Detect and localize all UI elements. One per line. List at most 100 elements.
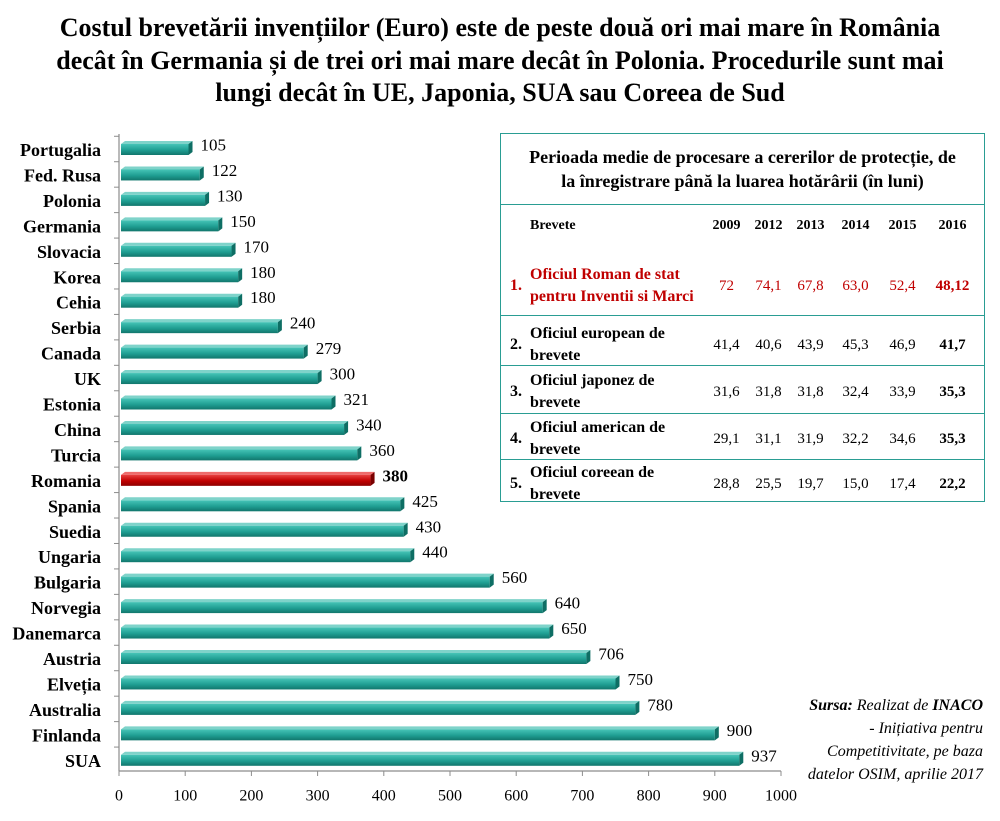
bar-end-face bbox=[370, 471, 375, 486]
value-label: 180 bbox=[250, 263, 276, 282]
bar-end-face bbox=[635, 700, 640, 715]
bar-top-face bbox=[121, 141, 193, 144]
category-label: SUA bbox=[65, 751, 101, 771]
category-label: UK bbox=[74, 369, 101, 389]
table-cell-value: 32,4 bbox=[842, 383, 869, 400]
bar-top-face bbox=[121, 395, 336, 399]
bar-end-face bbox=[231, 242, 236, 257]
bar-top-face bbox=[121, 700, 640, 704]
value-label: 170 bbox=[244, 237, 269, 256]
category-label: Fed. Rusa bbox=[24, 165, 101, 185]
table-header-year: 2014 bbox=[841, 218, 870, 233]
bar-top-face bbox=[121, 573, 494, 577]
value-label: 780 bbox=[647, 695, 673, 714]
x-tick-label: 300 bbox=[306, 788, 330, 805]
bar-end-face bbox=[277, 319, 282, 334]
bar-top-face bbox=[121, 370, 322, 374]
table-title-line: la înregistrare până la luarea hotărârii… bbox=[561, 171, 924, 191]
bar-end-face bbox=[199, 166, 204, 181]
table-header-year: 2012 bbox=[754, 218, 783, 233]
bar bbox=[121, 322, 278, 334]
table-cell-value: 63,0 bbox=[842, 277, 869, 294]
table-cell-value: 67,8 bbox=[797, 277, 824, 294]
table-row-number: 3. bbox=[510, 382, 522, 400]
bar-end-face bbox=[357, 446, 362, 461]
table-row-number: 1. bbox=[510, 276, 522, 294]
table-row-name-line: brevete bbox=[530, 440, 581, 458]
bar bbox=[121, 194, 206, 206]
bar bbox=[121, 551, 411, 563]
source-line: Competitivitate, pe baza bbox=[827, 743, 983, 760]
bar bbox=[121, 449, 358, 461]
bar bbox=[121, 525, 404, 537]
category-label: Slovacia bbox=[37, 242, 101, 262]
x-tick-label: 800 bbox=[637, 788, 661, 805]
table-cell-value: 22,2 bbox=[939, 475, 966, 492]
category-label: Romania bbox=[31, 471, 101, 491]
table-cell-value: 45,3 bbox=[842, 336, 869, 353]
bar bbox=[121, 423, 345, 435]
bar-end-face bbox=[549, 624, 554, 639]
x-tick-label: 1000 bbox=[765, 788, 797, 805]
category-label: Elveția bbox=[47, 674, 101, 695]
table-row-number: 5. bbox=[510, 474, 522, 492]
bar-end-face bbox=[331, 395, 336, 410]
bar-end-face bbox=[714, 726, 719, 741]
category-label: Korea bbox=[53, 267, 101, 287]
category-label: Bulgaria bbox=[34, 573, 101, 593]
bar-highlight bbox=[121, 474, 371, 486]
source-note: Sursa: Realizat de INACO - Inițiativa pe… bbox=[808, 694, 983, 786]
category-label: Australia bbox=[29, 700, 101, 720]
value-label: 340 bbox=[356, 415, 382, 434]
table-cell-value: 35,3 bbox=[939, 383, 966, 400]
table-cell-value: 35,3 bbox=[939, 430, 966, 447]
chart-title-line: Costul brevetării invențiilor (Euro) est… bbox=[59, 13, 941, 42]
bar-top-face bbox=[121, 599, 547, 603]
value-label: 360 bbox=[369, 441, 395, 460]
table-cell-value: 46,9 bbox=[889, 336, 916, 353]
x-tick-label: 700 bbox=[570, 788, 594, 805]
bar-top-face bbox=[121, 751, 744, 755]
category-label: Germania bbox=[23, 216, 101, 236]
bar-end-face bbox=[739, 751, 744, 766]
table-cell-value: 29,1 bbox=[713, 430, 740, 447]
table-cell-value: 52,4 bbox=[889, 277, 916, 294]
bar-end-face bbox=[615, 675, 620, 690]
table-row-divider bbox=[501, 365, 984, 366]
bar-end-face bbox=[344, 420, 349, 435]
bar bbox=[121, 347, 304, 359]
value-label: 240 bbox=[290, 314, 316, 333]
table-row-name-line: Oficiul coreean de bbox=[530, 463, 655, 481]
bar-top-face bbox=[121, 166, 204, 170]
category-label: Polonia bbox=[43, 191, 101, 211]
category-label: Norvegia bbox=[31, 598, 101, 618]
value-label: 300 bbox=[330, 365, 356, 384]
bar-top-face bbox=[121, 522, 408, 526]
table-row-divider bbox=[501, 315, 984, 316]
table-title-line: Perioada medie de procesare a cererilor … bbox=[529, 147, 956, 167]
bar-top-face bbox=[121, 471, 375, 475]
bar-top-face bbox=[121, 650, 591, 653]
bar-end-face bbox=[238, 268, 243, 283]
bar-top-face bbox=[121, 319, 282, 323]
table-cell-value: 32,2 bbox=[842, 430, 869, 447]
value-label: 650 bbox=[561, 619, 587, 638]
value-label: 750 bbox=[628, 670, 654, 689]
bar bbox=[121, 296, 239, 308]
table-cell-value: 31,6 bbox=[713, 383, 740, 400]
category-label: Ungaria bbox=[38, 547, 101, 567]
bar-top-face bbox=[121, 497, 405, 501]
value-label: 105 bbox=[201, 136, 227, 155]
bar bbox=[121, 271, 239, 283]
value-label: 380 bbox=[383, 466, 409, 485]
table-row-number: 2. bbox=[510, 335, 522, 353]
bar-top-face bbox=[121, 217, 223, 221]
bar-top-face bbox=[121, 446, 362, 450]
chart-bars bbox=[121, 141, 744, 766]
table-row-name-line: brevete bbox=[530, 393, 581, 411]
chart-title-line: lungi decât în UE, Japonia, SUA sau Core… bbox=[215, 78, 785, 107]
table-row-divider bbox=[501, 413, 984, 414]
category-label: Portugalia bbox=[20, 140, 101, 160]
category-label: China bbox=[54, 420, 101, 440]
